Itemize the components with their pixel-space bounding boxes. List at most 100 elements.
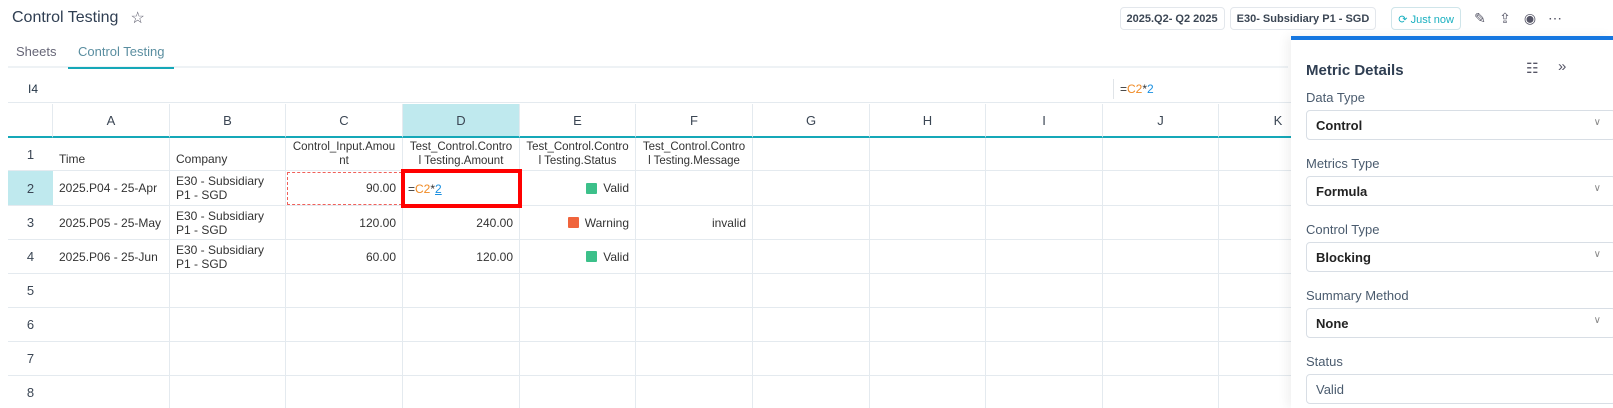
cell[interactable]	[986, 138, 1103, 171]
cell[interactable]: 2025.P05 - 25-May	[53, 206, 170, 240]
cell[interactable]	[170, 376, 286, 408]
select-all-corner[interactable]	[8, 104, 53, 138]
cell[interactable]	[1103, 240, 1219, 274]
cell[interactable]	[520, 274, 636, 308]
cell[interactable]: 2025.P06 - 25-Jun	[53, 240, 170, 274]
cell[interactable]	[1103, 206, 1219, 240]
cell[interactable]	[753, 308, 870, 342]
field-select[interactable]: Blocking ∨	[1306, 242, 1613, 272]
cell[interactable]	[1219, 274, 1291, 308]
column-header-J[interactable]: J	[1103, 104, 1219, 138]
cell[interactable]	[1219, 240, 1291, 274]
cell-reference[interactable]: I4	[28, 82, 39, 96]
cell[interactable]	[636, 376, 753, 408]
cell[interactable]: 240.00	[403, 206, 520, 240]
cell[interactable]	[1103, 138, 1219, 171]
cell[interactable]: E30 - Subsidiary P1 - SGD	[170, 171, 286, 206]
cell[interactable]	[986, 376, 1103, 408]
cell[interactable]	[636, 342, 753, 376]
cell[interactable]: 2025.P04 - 25-Apr	[53, 171, 170, 206]
column-header-G[interactable]: G	[753, 104, 870, 138]
cell[interactable]	[870, 274, 986, 308]
cell[interactable]	[53, 308, 170, 342]
more-icon[interactable]: ⋯	[1548, 10, 1562, 26]
header-cell[interactable]: Test_Control.Control Testing.Amount	[403, 138, 520, 171]
cell[interactable]	[520, 342, 636, 376]
cell[interactable]: E30 - Subsidiary P1 - SGD	[170, 240, 286, 274]
cell[interactable]	[1103, 376, 1219, 408]
cell[interactable]	[986, 342, 1103, 376]
editing-cell[interactable]: =C2*2	[401, 169, 522, 208]
cell[interactable]	[986, 171, 1103, 206]
column-header-I[interactable]: I	[986, 104, 1103, 138]
cell[interactable]	[1103, 308, 1219, 342]
palette-icon[interactable]: ✎	[1474, 10, 1486, 26]
cell[interactable]	[753, 240, 870, 274]
row-header-3[interactable]: 3	[8, 206, 53, 240]
column-header-H[interactable]: H	[870, 104, 986, 138]
cell[interactable]	[753, 206, 870, 240]
row-header-7[interactable]: 7	[8, 342, 53, 376]
cell[interactable]	[1219, 206, 1291, 240]
star-icon[interactable]: ☆	[130, 10, 145, 27]
header-cell[interactable]: Test_Control.Control Testing.Message	[636, 138, 753, 171]
cell[interactable]	[986, 206, 1103, 240]
cell[interactable]	[403, 308, 520, 342]
cell[interactable]	[286, 342, 403, 376]
cell[interactable]	[520, 308, 636, 342]
cell[interactable]	[986, 240, 1103, 274]
cell[interactable]	[753, 274, 870, 308]
cell[interactable]	[870, 342, 986, 376]
cell[interactable]	[1219, 138, 1291, 171]
cell[interactable]	[286, 376, 403, 408]
row-header-6[interactable]: 6	[8, 308, 53, 342]
cell[interactable]	[1219, 308, 1291, 342]
field-select[interactable]: Formula ∨	[1306, 176, 1613, 206]
cell[interactable]	[286, 274, 403, 308]
cell[interactable]	[753, 342, 870, 376]
cell[interactable]: 120.00	[286, 206, 403, 240]
cell[interactable]	[53, 274, 170, 308]
column-header-B[interactable]: B	[170, 104, 286, 138]
tab-sheets[interactable]: Sheets	[16, 44, 57, 59]
cell[interactable]	[170, 308, 286, 342]
upload-folder-icon[interactable]: ⇪	[1499, 10, 1511, 26]
tree-list-icon[interactable]: ☷	[1526, 60, 1539, 76]
cell[interactable]	[870, 240, 986, 274]
cell[interactable]	[753, 138, 870, 171]
cell[interactable]	[636, 240, 753, 274]
cell[interactable]: Valid	[520, 171, 636, 206]
tab-control-testing[interactable]: Control Testing	[68, 44, 175, 69]
cell[interactable]	[1219, 171, 1291, 206]
cell[interactable]	[520, 376, 636, 408]
cell[interactable]	[636, 308, 753, 342]
collapse-icon[interactable]: »	[1558, 58, 1567, 75]
sync-button[interactable]: ⟳ Just now	[1391, 7, 1461, 30]
cell[interactable]	[403, 342, 520, 376]
cell[interactable]: 120.00	[403, 240, 520, 274]
cell[interactable]: 60.00	[286, 240, 403, 274]
spreadsheet-grid[interactable]: A B C D E F G H I J K 1 2 3 4 5 6 7 8 Time Company Control_In…	[8, 104, 1291, 408]
field-select[interactable]: Valid	[1306, 374, 1613, 404]
entity-selector[interactable]: E30- Subsidiary P1 - SGD	[1229, 7, 1377, 30]
cell[interactable]: 90.00	[286, 171, 403, 206]
cell[interactable]	[1103, 342, 1219, 376]
cell[interactable]	[986, 308, 1103, 342]
row-header-2[interactable]: 2	[8, 171, 53, 206]
header-cell[interactable]: Control_Input.Amount	[286, 138, 403, 171]
row-header-5[interactable]: 5	[8, 274, 53, 308]
cell[interactable]	[1103, 171, 1219, 206]
column-header-A[interactable]: A	[53, 104, 170, 138]
field-select[interactable]: None ∨	[1306, 308, 1613, 338]
cell[interactable]	[636, 171, 753, 206]
cell[interactable]	[870, 206, 986, 240]
cell[interactable]	[403, 274, 520, 308]
cell[interactable]	[53, 342, 170, 376]
row-header-4[interactable]: 4	[8, 240, 53, 274]
row-header-1[interactable]: 1	[8, 138, 53, 171]
header-cell[interactable]: Company	[170, 138, 286, 171]
field-select[interactable]: Control ∨	[1306, 110, 1613, 140]
cell[interactable]	[170, 274, 286, 308]
header-cell[interactable]: Time	[53, 138, 170, 171]
eye-icon[interactable]: ◉	[1523, 10, 1537, 26]
